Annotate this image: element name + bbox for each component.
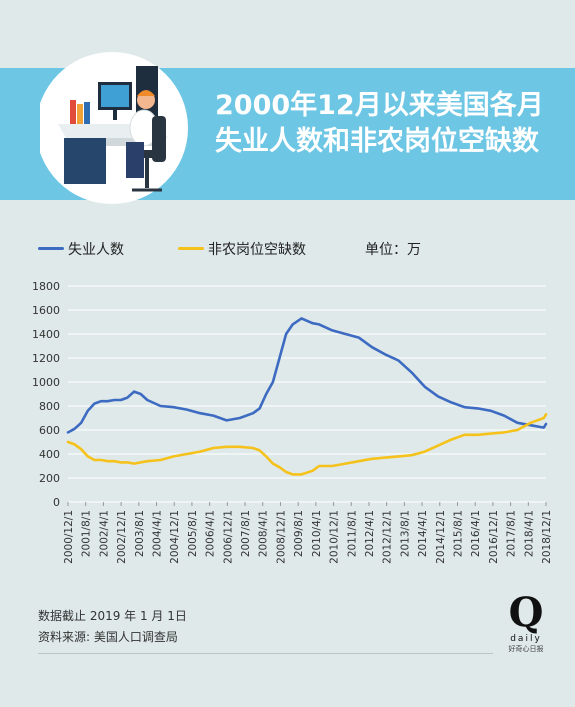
- x-tick-label: 2005/8/1: [187, 510, 199, 557]
- x-tick-label: 2002/4/1: [98, 510, 110, 557]
- x-tick-label: 2000/12/1: [63, 510, 75, 564]
- x-tick-label: 2009/8/1: [293, 510, 305, 557]
- x-tick-label: 2015/8/1: [452, 510, 464, 557]
- x-tick-label: 2011/8/1: [346, 510, 358, 557]
- y-tick-label: 800: [39, 400, 60, 413]
- logo-mark: Q: [508, 589, 544, 636]
- y-tick-label: 1600: [32, 304, 60, 317]
- y-tick-label: 400: [39, 448, 60, 461]
- chart-title-line2: 失业人数和非农岗位空缺数: [215, 126, 539, 157]
- legend-label-openings: 非农岗位空缺数: [208, 242, 306, 258]
- footer-divider: [38, 653, 493, 654]
- x-tick-label: 2010/12/1: [329, 510, 341, 564]
- chart-title-line1: 2000年12月以来美国各月: [215, 90, 544, 121]
- x-tick-label: 2006/12/1: [222, 510, 234, 564]
- x-tick-label: 2018/12/1: [541, 510, 553, 564]
- data-source-note: 资料来源: 美国人口调查局: [38, 630, 178, 644]
- chart-series: [66, 317, 548, 476]
- x-tick-label: 2006/4/1: [205, 510, 217, 557]
- series-line-unemployed: [66, 317, 548, 434]
- legend-swatch-unemployed: [38, 247, 64, 250]
- x-tick-label: 2012/4/1: [364, 510, 376, 557]
- legend-unit-label: 单位：万: [365, 242, 421, 258]
- legend-swatch-openings: [178, 247, 204, 250]
- x-tick-label: 2004/4/1: [152, 510, 164, 557]
- x-tick-label: 2008/12/1: [275, 510, 287, 564]
- x-tick-label: 2013/8/1: [399, 510, 411, 557]
- x-tick-label: 2012/12/1: [382, 510, 394, 564]
- x-tick-label: 2016/12/1: [488, 510, 500, 564]
- y-tick-label: 1400: [32, 328, 60, 341]
- x-tick-label: 2003/8/1: [134, 510, 146, 557]
- line-chart: 0 200 400 600 800 1000 1200 1400 1600 1800 2000/1…: [32, 280, 553, 564]
- x-tick-label: 2014/12/1: [435, 510, 447, 564]
- chart-title: 2000年12月以来美国各月 失业人数和非农岗位空缺数: [215, 88, 560, 160]
- y-tick-label: 1200: [32, 352, 60, 365]
- x-tick-label: 2014/4/1: [417, 510, 429, 557]
- logo-caption: 好奇心日报: [508, 645, 544, 653]
- qdaily-logo: Q daily 好奇心日报: [496, 592, 556, 654]
- x-tick-label: 2018/4/1: [523, 510, 535, 557]
- logo-word: daily: [510, 634, 542, 644]
- y-tick-label: 1800: [32, 280, 60, 293]
- y-axis-ticks: 0 200 400 600 800 1000 1200 1400 1600 1800: [32, 280, 60, 509]
- legend-label-unemployed: 失业人数: [68, 242, 124, 258]
- y-tick-label: 200: [39, 472, 60, 485]
- office-worker-at-computer-icon: [40, 52, 188, 204]
- y-tick-label: 600: [39, 424, 60, 437]
- x-axis-ticks: 2000/12/1 2001/8/1 2002/4/1 2002/12/1 2003/8…: [63, 502, 553, 564]
- x-tick-label: 2008/4/1: [258, 510, 270, 557]
- x-tick-label: 2017/8/1: [506, 510, 518, 557]
- series-line-openings: [66, 413, 548, 476]
- x-tick-label: 2010/4/1: [311, 510, 323, 557]
- x-tick-label: 2004/12/1: [169, 510, 181, 564]
- x-tick-label: 2016/4/1: [470, 510, 482, 557]
- y-tick-label: 1000: [32, 376, 60, 389]
- x-tick-label: 2001/8/1: [81, 510, 93, 557]
- x-tick-label: 2002/12/1: [116, 510, 128, 564]
- chart-grid: [68, 285, 546, 503]
- y-tick-label: 0: [53, 496, 60, 509]
- x-tick-label: 2007/8/1: [240, 510, 252, 557]
- data-cutoff-note: 数据截止 2019 年 1 月 1日: [38, 609, 187, 623]
